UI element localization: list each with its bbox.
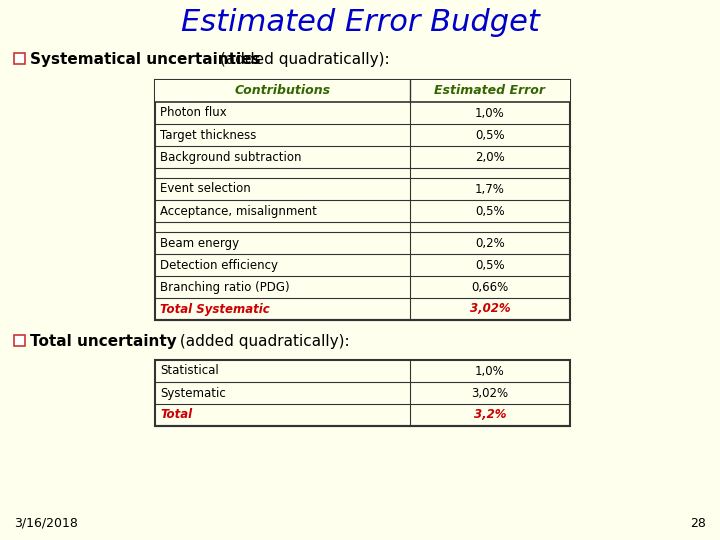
Text: Total Systematic: Total Systematic (160, 302, 270, 315)
Text: Contributions: Contributions (235, 84, 330, 98)
Text: 2,0%: 2,0% (475, 151, 505, 164)
Text: 1,0%: 1,0% (475, 364, 505, 377)
Text: Beam energy: Beam energy (160, 237, 239, 249)
Text: 1,7%: 1,7% (475, 183, 505, 195)
Text: 0,5%: 0,5% (475, 205, 505, 218)
Text: (added quadratically):: (added quadratically): (175, 334, 350, 349)
Text: Acceptance, misalignment: Acceptance, misalignment (160, 205, 317, 218)
Text: 0,2%: 0,2% (475, 237, 505, 249)
Text: Systematic: Systematic (160, 387, 226, 400)
Text: 0,5%: 0,5% (475, 129, 505, 141)
Text: (added quadratically):: (added quadratically): (215, 52, 390, 67)
Text: 0,66%: 0,66% (472, 280, 508, 294)
Text: 3,02%: 3,02% (469, 302, 510, 315)
Text: 3/16/2018: 3/16/2018 (14, 517, 78, 530)
Text: Event selection: Event selection (160, 183, 251, 195)
Bar (14, 53, 25, 64)
Text: Detection efficiency: Detection efficiency (160, 259, 278, 272)
Text: 0,5%: 0,5% (475, 259, 505, 272)
Text: Statistical: Statistical (160, 364, 219, 377)
Bar (155, 80, 570, 320)
Text: Photon flux: Photon flux (160, 106, 227, 119)
Text: Background subtraction: Background subtraction (160, 151, 302, 164)
Text: Systematical uncertainties: Systematical uncertainties (30, 52, 261, 67)
Text: 28: 28 (690, 517, 706, 530)
Text: 1,0%: 1,0% (475, 106, 505, 119)
Text: 3,02%: 3,02% (472, 387, 508, 400)
Text: Branching ratio (PDG): Branching ratio (PDG) (160, 280, 289, 294)
Text: Total uncertainty: Total uncertainty (30, 334, 176, 349)
Text: Estimated Error: Estimated Error (434, 84, 546, 98)
Text: 3,2%: 3,2% (474, 408, 506, 422)
Text: Target thickness: Target thickness (160, 129, 256, 141)
Text: Total: Total (160, 408, 192, 422)
Bar (14, 335, 25, 346)
Bar (155, 80, 570, 102)
Bar (155, 360, 570, 426)
Text: Estimated Error Budget: Estimated Error Budget (181, 8, 539, 37)
